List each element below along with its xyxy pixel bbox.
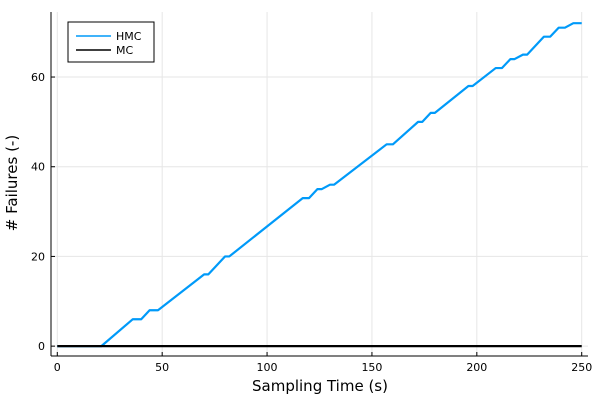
x-tick-label: 100 bbox=[257, 361, 278, 374]
series-line-hmc bbox=[57, 22, 582, 348]
x-tick-label: 50 bbox=[155, 361, 169, 374]
x-axis-label: Sampling Time (s) bbox=[252, 377, 388, 395]
ticks: 0 50 100 150 200 250 0 20 40 60 bbox=[31, 71, 592, 374]
legend-label-hmc: HMC bbox=[116, 30, 142, 43]
x-tick-label: 250 bbox=[571, 361, 592, 374]
x-tick-label: 150 bbox=[361, 361, 382, 374]
series-layer bbox=[57, 22, 582, 348]
legend: HMC MC bbox=[67, 21, 155, 63]
y-tick-label: 40 bbox=[31, 161, 45, 174]
x-tick-label: 200 bbox=[466, 361, 487, 374]
y-tick-label: 0 bbox=[38, 340, 45, 353]
axes bbox=[50, 12, 588, 357]
y-tick-label: 60 bbox=[31, 71, 45, 84]
x-tick-label: 0 bbox=[54, 361, 61, 374]
legend-box bbox=[67, 21, 155, 63]
y-axis-label: # Failures (-) bbox=[3, 135, 21, 231]
y-tick-label: 20 bbox=[31, 250, 45, 263]
legend-label-mc: MC bbox=[116, 44, 133, 57]
